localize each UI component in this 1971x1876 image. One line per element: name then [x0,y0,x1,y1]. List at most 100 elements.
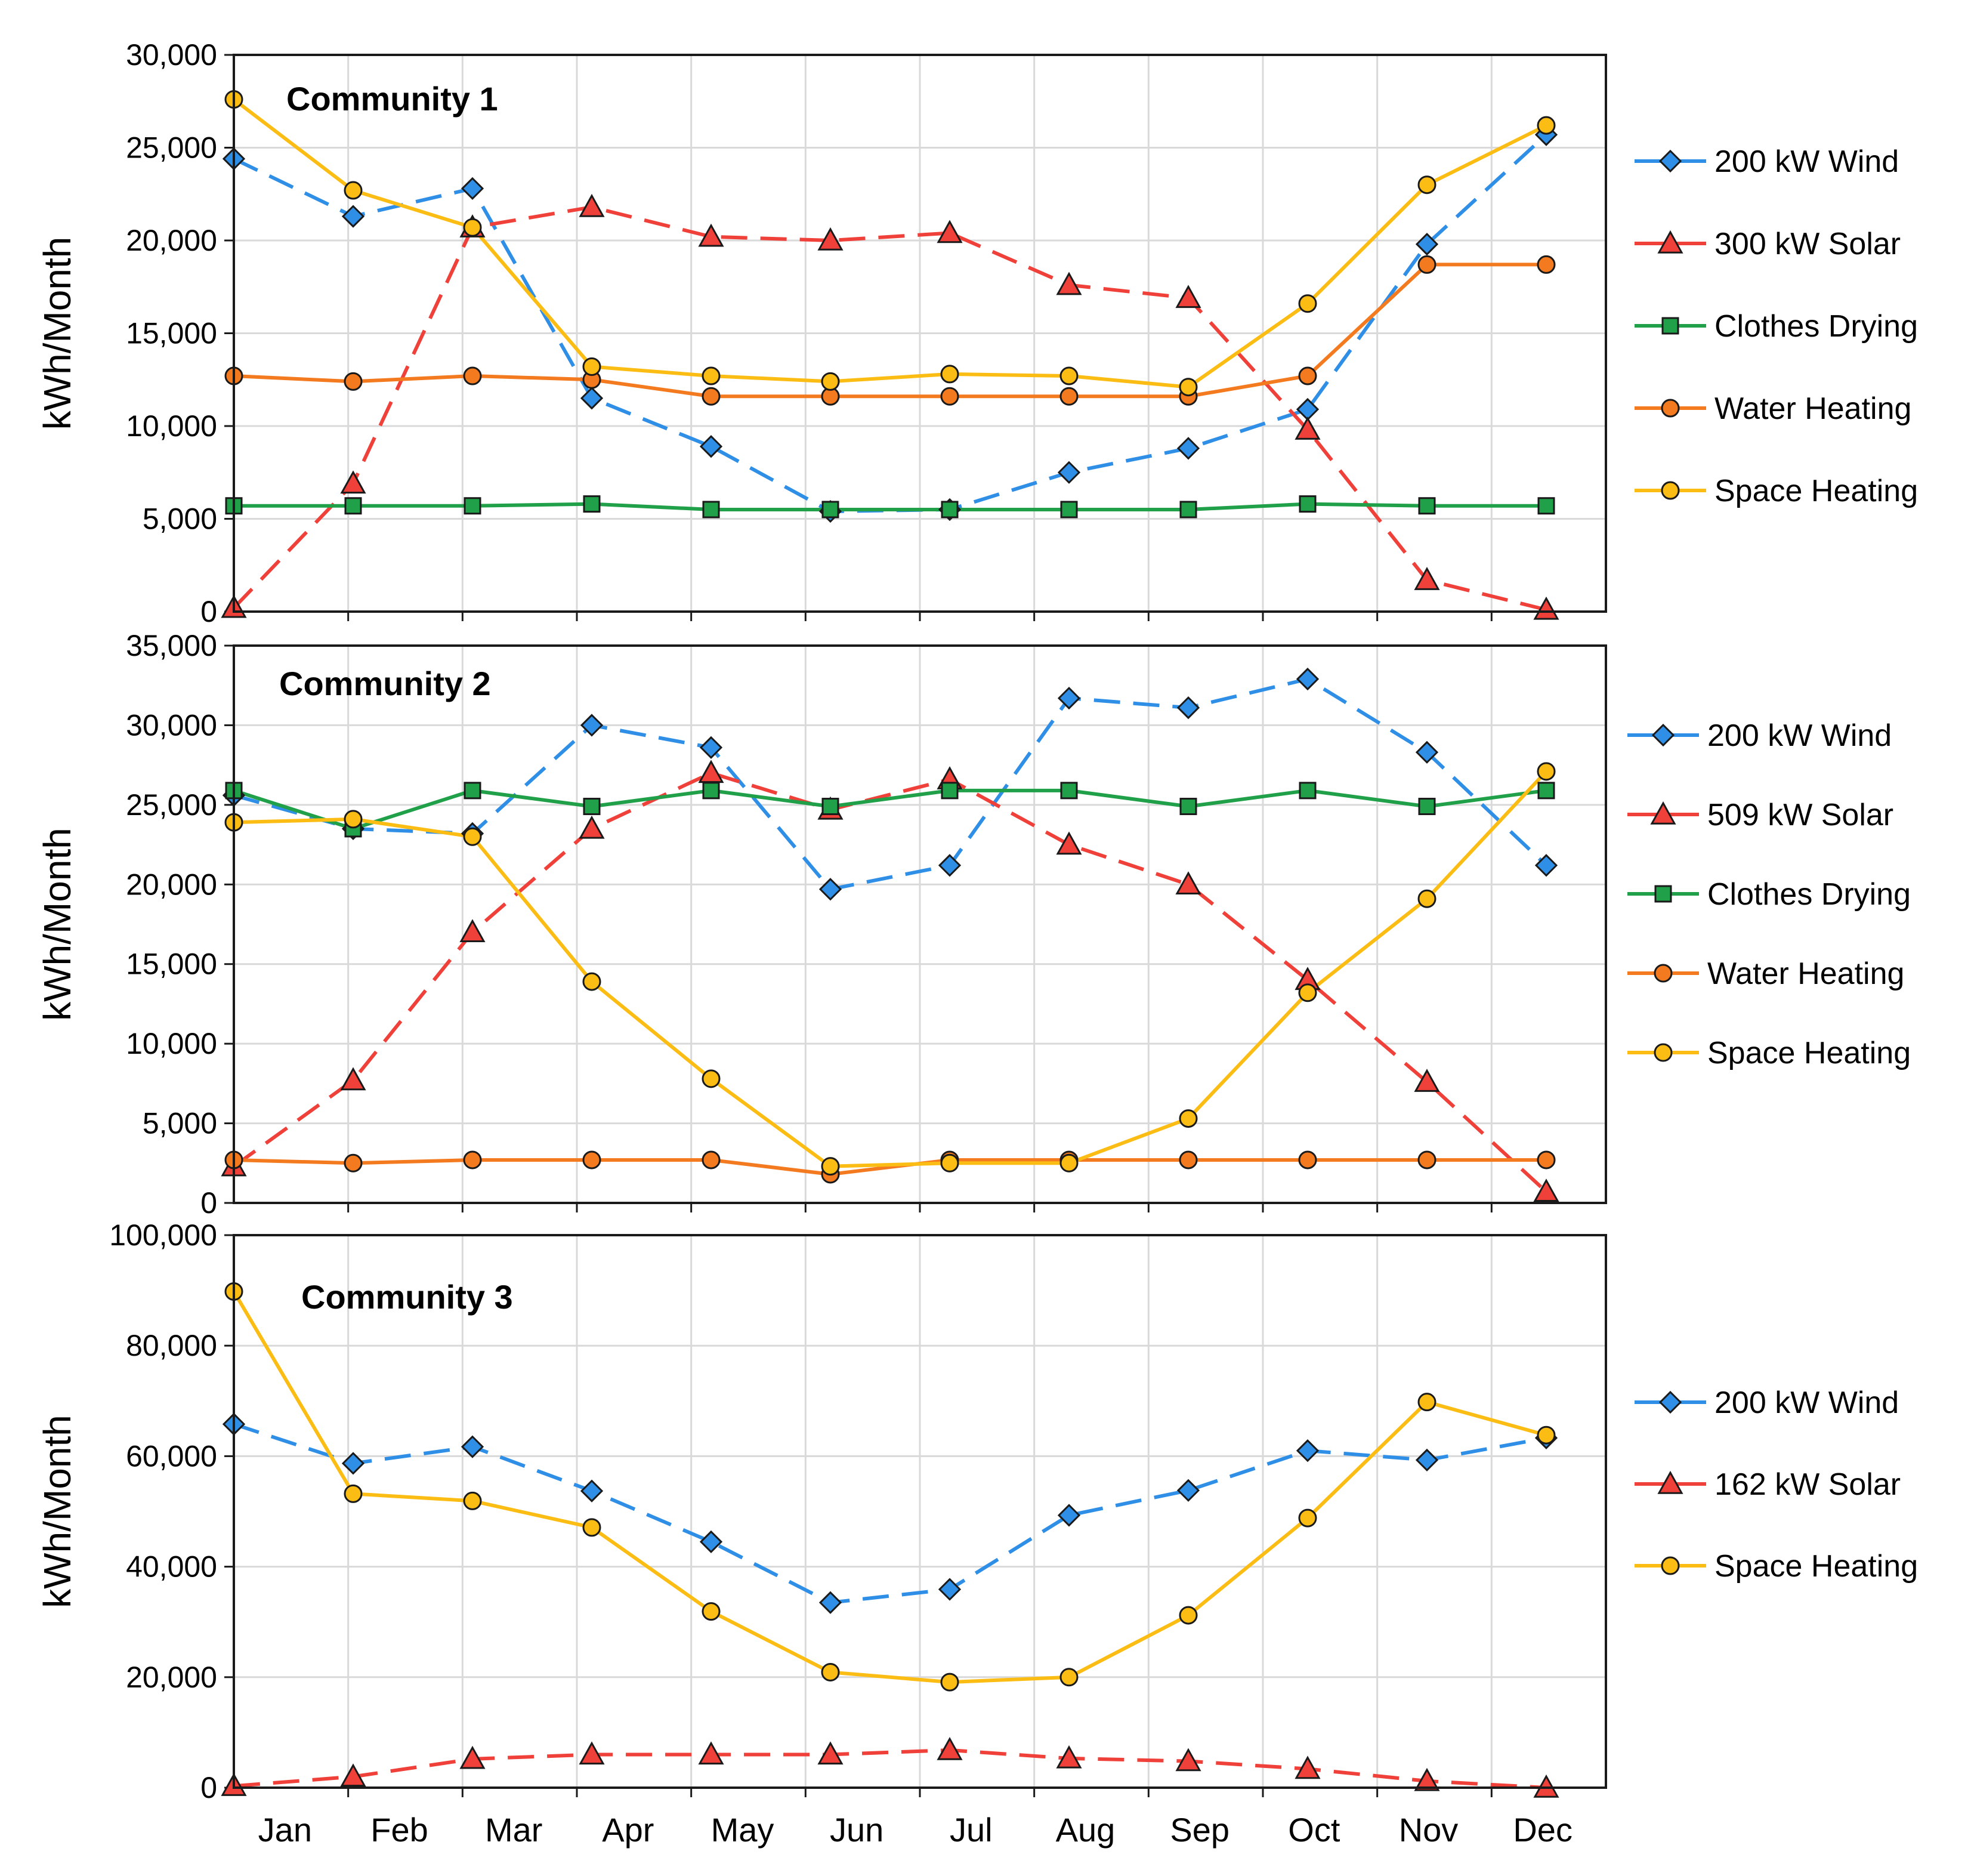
series-line-water-heating [233,1158,1546,1176]
legend-marker [1654,1043,1673,1062]
data-point [579,815,605,839]
data-point [941,501,959,519]
data-point [1418,497,1436,515]
data-point [702,1602,721,1621]
data-point [1418,798,1436,816]
data-point [1537,1150,1556,1170]
y-tick-label: 15,000 [126,948,217,981]
data-point [463,1150,482,1170]
data-point [1179,1109,1198,1128]
y-axis-label: kWh/Month [36,1415,79,1608]
data-point [1415,233,1439,256]
plot-frame [233,54,1607,613]
legend-label: Clothes Drying [1707,877,1911,912]
x-tick-label: Jun [830,1811,883,1849]
data-point [340,470,366,494]
data-point [1059,387,1079,406]
y-tick-label: 80,000 [126,1329,217,1362]
data-point [340,1763,366,1787]
series-line-200-kw-wind [233,1422,1547,1605]
panel-title: Community 3 [301,1278,513,1316]
data-point [463,827,482,846]
data-point [1537,255,1556,274]
data-point [1056,1745,1082,1769]
data-point [1175,1748,1201,1772]
data-point [937,1736,963,1760]
data-point [341,205,365,228]
y-tick-label: 0 [200,1771,217,1804]
x-tick-label: Dec [1513,1811,1573,1849]
plot-frame [233,644,1607,1204]
x-tick-label: Jul [950,1811,993,1849]
y-tick-label: 25,000 [126,788,217,822]
data-point [699,435,723,458]
legend-marker [1651,723,1675,747]
data-point [817,1741,844,1765]
data-point [582,1518,601,1537]
data-point [1537,762,1556,781]
data-point [344,1153,363,1172]
data-point [702,1069,721,1088]
data-point [938,854,962,877]
data-point [1299,495,1317,513]
data-point [1059,1668,1079,1687]
y-tick-label: 100,000 [109,1218,217,1252]
y-tick-label: 30,000 [126,38,217,72]
legend-label: 200 kW Wind [1707,718,1892,753]
data-point [344,810,363,829]
data-point [1057,1504,1081,1527]
panel-title: Community 1 [286,80,498,118]
data-point [341,1452,365,1475]
legend-label: Water Heating [1707,956,1904,991]
data-point [1533,596,1559,620]
series-line-clothes-drying [233,788,1547,831]
data-point [580,387,604,410]
data-point [821,501,839,519]
data-point [937,220,963,243]
data-point [698,760,724,783]
data-point [940,365,959,384]
data-point [1056,831,1082,855]
legend-marker [1657,1470,1683,1494]
data-point [582,1150,601,1170]
data-point [1298,983,1317,1002]
data-point [463,218,482,237]
y-tick-label: 40,000 [126,1550,217,1584]
legend-label: Space Heating [1714,1549,1918,1584]
y-tick-label: 5,000 [143,1107,217,1140]
data-point [461,1435,484,1458]
data-point [940,1673,959,1692]
data-point [702,1150,721,1170]
y-axis-label: kWh/Month [36,237,79,430]
data-point [1059,1153,1079,1172]
data-point [1417,255,1436,274]
data-point [344,497,362,515]
legend: 200 kW Wind 162 kW Solar Space Heating [1635,1386,1918,1584]
data-point [1179,1150,1198,1170]
legend: 200 kW Wind 509 kW Solar Clothes Drying Wat… [1627,718,1911,1070]
data-point [1417,889,1436,908]
y-tick-label: 25,000 [126,131,217,165]
legend-label: Clothes Drying [1714,309,1918,344]
legend-marker [1657,230,1683,254]
series-line-509-kw-solar [233,771,1548,1193]
legend-marker [1661,1556,1680,1575]
data-point [1179,378,1198,397]
data-point [818,1591,842,1614]
legend-label: 200 kW Wind [1714,144,1899,179]
data-point [582,972,601,991]
y-tick-label: 10,000 [126,1027,217,1060]
data-point [1176,1479,1200,1502]
data-point [699,736,723,759]
legend-label: 300 kW Solar [1714,227,1901,261]
data-point [938,1578,962,1601]
legend-label: 200 kW Wind [1714,1386,1899,1420]
legend-marker [1661,399,1680,418]
data-point [698,1741,724,1765]
data-point [1296,667,1320,691]
legend-marker [1654,964,1673,983]
data-point [1060,501,1078,519]
chart-panel-3: 0 20,000 40,000 60,000 80,000 100,000 Communit… [36,1218,1918,1849]
x-tick-label: May [711,1811,774,1849]
